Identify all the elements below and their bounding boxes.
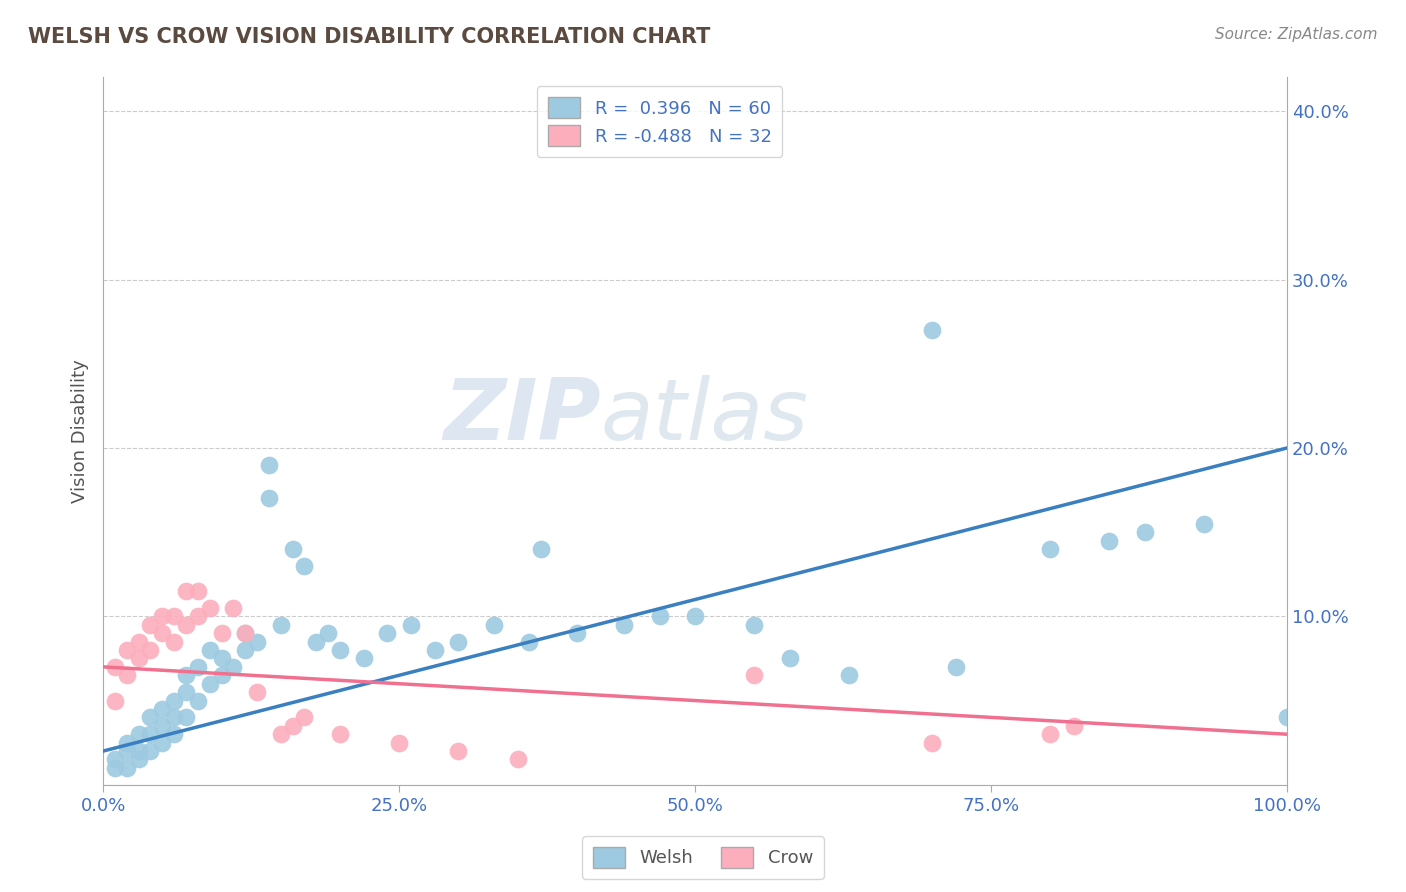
Text: ZIP: ZIP bbox=[443, 376, 600, 458]
Text: Source: ZipAtlas.com: Source: ZipAtlas.com bbox=[1215, 27, 1378, 42]
Point bbox=[128, 744, 150, 758]
Point bbox=[128, 752, 150, 766]
Point bbox=[139, 617, 162, 632]
Legend: Welsh, Crow: Welsh, Crow bbox=[582, 836, 824, 879]
Point bbox=[423, 643, 446, 657]
Point bbox=[174, 668, 197, 682]
Point bbox=[187, 660, 209, 674]
Point bbox=[257, 491, 280, 506]
Point bbox=[270, 617, 292, 632]
Point bbox=[150, 609, 173, 624]
Point bbox=[329, 643, 352, 657]
Point bbox=[294, 710, 316, 724]
Point bbox=[150, 626, 173, 640]
Point bbox=[648, 609, 671, 624]
Point bbox=[447, 744, 470, 758]
Point bbox=[281, 719, 304, 733]
Point bbox=[150, 736, 173, 750]
Point bbox=[779, 651, 801, 665]
Point bbox=[281, 541, 304, 556]
Point bbox=[375, 626, 398, 640]
Point bbox=[257, 458, 280, 472]
Point bbox=[506, 752, 529, 766]
Point bbox=[174, 617, 197, 632]
Point bbox=[163, 634, 186, 648]
Point bbox=[530, 541, 553, 556]
Point bbox=[115, 744, 138, 758]
Point bbox=[316, 626, 339, 640]
Point bbox=[233, 626, 256, 640]
Point bbox=[921, 736, 943, 750]
Point bbox=[399, 617, 422, 632]
Point bbox=[139, 710, 162, 724]
Point bbox=[198, 601, 221, 615]
Point bbox=[174, 584, 197, 599]
Point bbox=[613, 617, 636, 632]
Point bbox=[187, 693, 209, 707]
Y-axis label: Vision Disability: Vision Disability bbox=[72, 359, 89, 503]
Point bbox=[447, 634, 470, 648]
Point bbox=[1063, 719, 1085, 733]
Point bbox=[174, 710, 197, 724]
Point bbox=[1098, 533, 1121, 548]
Point bbox=[115, 643, 138, 657]
Point bbox=[233, 643, 256, 657]
Point bbox=[1133, 525, 1156, 540]
Point bbox=[211, 651, 233, 665]
Point bbox=[187, 584, 209, 599]
Point bbox=[565, 626, 588, 640]
Point bbox=[388, 736, 411, 750]
Point bbox=[104, 693, 127, 707]
Point bbox=[104, 752, 127, 766]
Point bbox=[115, 736, 138, 750]
Point bbox=[187, 609, 209, 624]
Point bbox=[353, 651, 375, 665]
Point bbox=[742, 668, 765, 682]
Point bbox=[211, 626, 233, 640]
Point bbox=[482, 617, 505, 632]
Point bbox=[128, 634, 150, 648]
Point bbox=[198, 676, 221, 690]
Point bbox=[1039, 727, 1062, 741]
Point bbox=[683, 609, 706, 624]
Point bbox=[211, 668, 233, 682]
Point bbox=[1275, 710, 1298, 724]
Point bbox=[329, 727, 352, 741]
Point bbox=[139, 643, 162, 657]
Point bbox=[246, 634, 269, 648]
Point bbox=[742, 617, 765, 632]
Point bbox=[945, 660, 967, 674]
Point bbox=[104, 761, 127, 775]
Point bbox=[246, 685, 269, 699]
Text: atlas: atlas bbox=[600, 376, 808, 458]
Point bbox=[517, 634, 540, 648]
Point bbox=[139, 727, 162, 741]
Point bbox=[104, 660, 127, 674]
Point bbox=[294, 558, 316, 573]
Point bbox=[163, 727, 186, 741]
Legend: R =  0.396   N = 60, R = -0.488   N = 32: R = 0.396 N = 60, R = -0.488 N = 32 bbox=[537, 87, 782, 157]
Point bbox=[163, 710, 186, 724]
Point bbox=[150, 719, 173, 733]
Point bbox=[128, 651, 150, 665]
Point bbox=[128, 727, 150, 741]
Point bbox=[305, 634, 328, 648]
Point bbox=[115, 761, 138, 775]
Point bbox=[222, 660, 245, 674]
Point bbox=[270, 727, 292, 741]
Point bbox=[174, 685, 197, 699]
Point bbox=[838, 668, 860, 682]
Point bbox=[921, 323, 943, 337]
Point bbox=[163, 693, 186, 707]
Point bbox=[233, 626, 256, 640]
Text: WELSH VS CROW VISION DISABILITY CORRELATION CHART: WELSH VS CROW VISION DISABILITY CORRELAT… bbox=[28, 27, 710, 46]
Point bbox=[139, 744, 162, 758]
Point bbox=[1039, 541, 1062, 556]
Point bbox=[150, 702, 173, 716]
Point bbox=[222, 601, 245, 615]
Point bbox=[163, 609, 186, 624]
Point bbox=[115, 668, 138, 682]
Point bbox=[1192, 516, 1215, 531]
Point bbox=[198, 643, 221, 657]
